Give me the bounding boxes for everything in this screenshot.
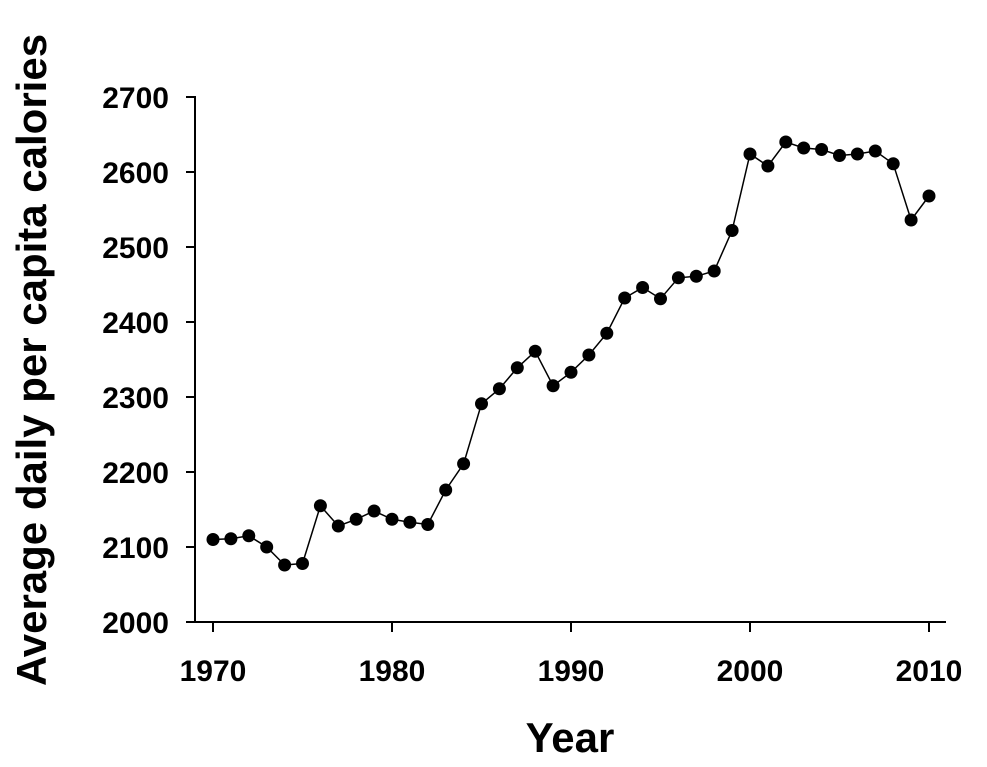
x-tick-label: 1990 — [538, 655, 605, 688]
data-point — [707, 264, 721, 278]
data-point — [671, 271, 685, 285]
y-tick-label: 2500 — [102, 232, 169, 265]
data-point — [367, 504, 381, 518]
data-point — [439, 483, 453, 497]
data-point — [654, 292, 667, 306]
data-point — [761, 159, 775, 173]
x-tick-label: 1980 — [359, 655, 426, 688]
data-point — [904, 213, 918, 227]
data-point — [528, 344, 542, 358]
data-point — [313, 499, 327, 513]
y-tick-label: 2100 — [102, 532, 169, 565]
y-tick-label: 2300 — [102, 382, 169, 415]
data-point — [725, 224, 739, 237]
data-point — [475, 397, 488, 411]
data-point — [922, 189, 936, 203]
data-point — [636, 281, 650, 294]
data-point — [421, 518, 435, 531]
x-tick-label: 2000 — [717, 655, 784, 688]
data-point — [582, 348, 596, 362]
data-point — [564, 365, 578, 379]
data-point — [349, 512, 363, 526]
data-point — [331, 519, 345, 533]
data-point — [278, 558, 292, 572]
data-point — [296, 557, 309, 570]
y-ticks: 2000 2100 2200 2300 2400 2500 2600 2700 — [102, 82, 195, 640]
data-point — [385, 512, 399, 526]
data-point — [743, 147, 757, 161]
series — [206, 135, 936, 572]
data-point — [618, 291, 632, 305]
data-point — [242, 529, 256, 543]
x-ticks: 1970 1980 1990 2000 2010 — [180, 622, 963, 688]
axes — [194, 96, 946, 623]
x-tick-label: 1970 — [180, 655, 247, 688]
y-tick-label: 2000 — [102, 607, 169, 640]
data-point — [815, 143, 829, 156]
y-tick-label: 2600 — [102, 157, 169, 190]
data-point — [886, 157, 900, 171]
x-tick-label: 2010 — [896, 655, 963, 688]
data-point — [492, 382, 506, 396]
data-point — [600, 326, 614, 340]
data-point — [689, 269, 703, 283]
data-point — [850, 147, 864, 161]
data-point — [403, 515, 417, 529]
y-tick-label: 2200 — [102, 457, 169, 490]
data-point — [779, 135, 793, 149]
data-point — [457, 457, 471, 471]
data-point — [206, 533, 220, 546]
data-point — [833, 149, 846, 162]
data-point — [868, 144, 882, 158]
data-point — [510, 361, 524, 375]
data-point — [260, 540, 274, 554]
y-tick-label: 2400 — [102, 307, 169, 340]
y-tick-label: 2700 — [102, 82, 169, 115]
data-point — [224, 532, 238, 546]
x-axis-title: Year — [526, 714, 615, 761]
data-point — [797, 141, 811, 155]
y-axis-title: Average daily per capita calories — [8, 34, 55, 686]
data-point — [546, 379, 560, 393]
